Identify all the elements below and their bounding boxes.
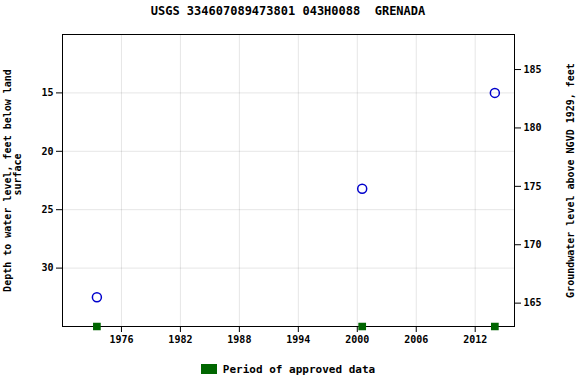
svg-text:15: 15 — [41, 87, 53, 98]
svg-text:185: 185 — [524, 64, 542, 75]
svg-text:2006: 2006 — [404, 334, 428, 345]
svg-text:Groundwater level above NGVD 1: Groundwater level above NGVD 1929, feet — [565, 63, 576, 298]
svg-text:30: 30 — [41, 262, 53, 273]
svg-text:1994: 1994 — [286, 334, 310, 345]
svg-text:1988: 1988 — [227, 334, 251, 345]
svg-text:20: 20 — [41, 146, 53, 157]
svg-text:180: 180 — [524, 122, 542, 133]
svg-text:1982: 1982 — [168, 334, 192, 345]
html-text:Period of approved data: Period of approved data — [222, 362, 376, 376]
svg-text:2012: 2012 — [463, 334, 487, 345]
svg-text:175: 175 — [524, 181, 542, 192]
svg-text:Depth to water level, feet bel: Depth to water level, feet below land su… — [2, 69, 23, 292]
svg-text:2000: 2000 — [345, 334, 369, 345]
svg-text:170: 170 — [524, 239, 542, 250]
svg-text:165: 165 — [524, 297, 542, 308]
html-text:USGS 334607089473801 043H0088: USGS 334607089473801 043H0088 GRENADA — [150, 4, 426, 18]
svg-text:25: 25 — [41, 204, 53, 215]
svg-text:1976: 1976 — [109, 334, 133, 345]
